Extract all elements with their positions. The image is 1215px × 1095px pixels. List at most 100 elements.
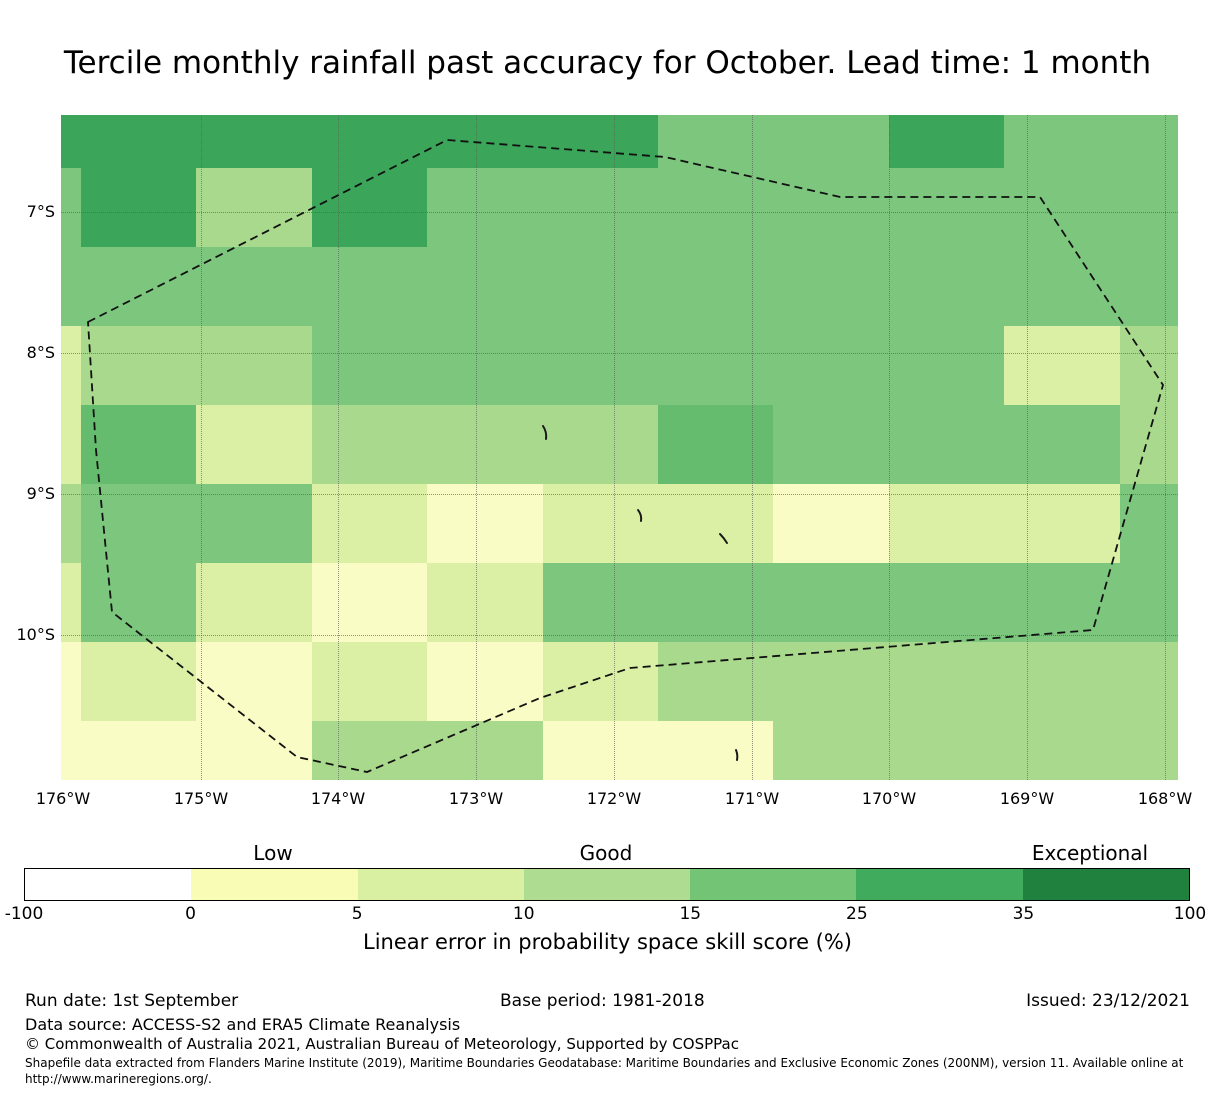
data-source-text: Data source: ACCESS-S2 and ERA5 Climate … [25, 1015, 461, 1034]
heatmap-cell [61, 247, 81, 326]
island-marks [542, 425, 739, 761]
colorbar-tick-label: 15 [679, 904, 702, 924]
y-axis-tick-label: 8°S [26, 343, 55, 362]
heatmap-cell [658, 484, 773, 563]
colorbar-segment [191, 869, 358, 900]
y-axis-tick-label: 10°S [16, 625, 55, 644]
heatmap-cell [1120, 642, 1178, 721]
heatmap-cell [1120, 168, 1178, 247]
heatmap-cell [658, 115, 773, 168]
heatmap-cell [1120, 247, 1178, 326]
meridian-gridline [889, 115, 890, 780]
heatmap-cell [773, 484, 889, 563]
heatmap-cell [543, 484, 658, 563]
heatmap-cell [1004, 642, 1120, 721]
parallel-gridline [61, 494, 1178, 495]
heatmap-cell [1004, 326, 1120, 405]
colorbar-zone-label: Good [579, 841, 633, 865]
heatmap-cell [196, 721, 312, 780]
colorbar-tick-label: -100 [4, 904, 44, 924]
colorbar-segment [1022, 869, 1189, 900]
issued-date-text: Issued: 23/12/2021 [1026, 991, 1190, 1011]
heatmap-cell [889, 247, 1004, 326]
x-axis-tick-label: 170°W [861, 789, 917, 808]
heatmap-cell [312, 563, 427, 642]
heatmap-cell [1120, 405, 1178, 484]
x-axis-tick-label: 175°W [173, 789, 229, 808]
chart-title: Tercile monthly rainfall past accuracy f… [63, 45, 1152, 81]
shapefile-attribution-text: Shapefile data extracted from Flanders M… [25, 1056, 1184, 1086]
heatmap-cell [312, 326, 427, 405]
heatmap-cell [196, 247, 312, 326]
heatmap-cell [889, 115, 1004, 168]
heatmap-cell [427, 721, 543, 780]
heatmap-cell [1004, 721, 1120, 780]
meridian-gridline [614, 115, 615, 780]
heatmap-cell [61, 168, 81, 247]
island-mark [542, 425, 548, 440]
meridian-gridline [752, 115, 753, 780]
base-period-text: Base period: 1981-2018 [500, 991, 705, 1011]
heatmap-cell [773, 326, 889, 405]
heatmap-cell [61, 563, 81, 642]
heatmap-cell [889, 168, 1004, 247]
heatmap-cell [312, 484, 427, 563]
heatmap-cell [427, 168, 543, 247]
heatmap-cell [81, 115, 196, 168]
colorbar-tick-label: 5 [351, 904, 363, 924]
eez-boundary-overlay [87, 139, 1164, 773]
x-axis-tick-label: 168°W [1137, 789, 1193, 808]
heatmap-cell [196, 563, 312, 642]
heatmap-cell [61, 721, 81, 780]
island-mark [719, 533, 728, 544]
parallel-gridline [61, 212, 1178, 213]
colorbar-segment [856, 869, 1023, 900]
x-axis-tick-label: 169°W [999, 789, 1055, 808]
heatmap-cell [543, 721, 658, 780]
heatmap-cell [543, 326, 658, 405]
y-axis-tick-label: 7°S [26, 202, 55, 221]
heatmap-cell [773, 563, 889, 642]
copyright-text: © Commonwealth of Australia 2021, Austra… [25, 1035, 739, 1053]
heatmap-cell [196, 642, 312, 721]
heatmap-cell [427, 405, 543, 484]
x-axis-tick-label: 173°W [448, 789, 504, 808]
x-axis-tick-label: 176°W [35, 789, 91, 808]
heatmap-cell [81, 326, 196, 405]
heatmap-cell [1120, 484, 1178, 563]
colorbar-tick-label: 25 [846, 904, 868, 924]
heatmap-cell [889, 721, 1004, 780]
heatmap-cell [1120, 721, 1178, 780]
heatmap-cell [427, 642, 543, 721]
heatmap-cell [196, 484, 312, 563]
heatmap-cell [81, 168, 196, 247]
colorbar-segment [523, 869, 691, 900]
heatmap-cell [658, 326, 773, 405]
x-axis-tick-label: 172°W [586, 789, 642, 808]
heatmap-cell [889, 642, 1004, 721]
heatmap-cell [81, 721, 196, 780]
heatmap-cell [427, 115, 543, 168]
heatmap-cell [773, 721, 889, 780]
meridian-gridline [338, 115, 339, 780]
heatmap-cell [1120, 563, 1178, 642]
colorbar-tick-label: 10 [512, 904, 535, 924]
heatmap-cell [1120, 326, 1178, 405]
colorbar-zone-label: Exceptional [1031, 841, 1149, 865]
heatmap-cell [658, 247, 773, 326]
heatmap-cell [61, 642, 81, 721]
heatmap-cell [658, 642, 773, 721]
heatmap-cell [427, 563, 543, 642]
heatmap-cell [81, 247, 196, 326]
heatmap-cell [196, 405, 312, 484]
heatmap-cell [543, 115, 658, 168]
colorbar-tick-label: 35 [1012, 904, 1035, 924]
heatmap-cell [427, 484, 543, 563]
heatmap-cell [889, 484, 1004, 563]
heatmap-cell [81, 563, 196, 642]
heatmap-cell [427, 247, 543, 326]
meridian-gridline [1027, 115, 1028, 780]
heatmap-cell [543, 642, 658, 721]
heatmap-cell [196, 326, 312, 405]
